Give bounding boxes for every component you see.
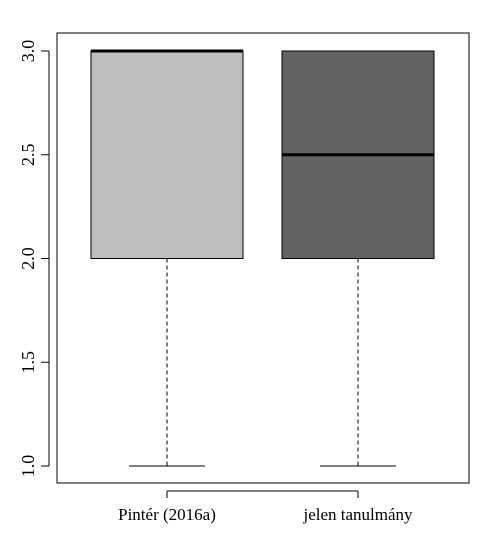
- y-tick-label: 1.5: [18, 351, 38, 374]
- plot-frame: [56, 32, 470, 484]
- boxes-group: [90, 49, 435, 467]
- y-tick-label: 3.0: [18, 40, 38, 63]
- y-tick-label: 2.0: [18, 247, 38, 270]
- y-tick-label: 1.0: [18, 455, 38, 478]
- y-tick-label: 2.5: [18, 144, 38, 167]
- x-axis: Pintér (2016a) jelen tanulmány: [118, 490, 413, 524]
- box: [90, 50, 244, 259]
- x-tick-label: Pintér (2016a): [118, 505, 216, 524]
- y-axis: 1.0 1.5 2.0 2.5 3.0: [18, 40, 50, 478]
- x-tick-label: jelen tanulmány: [302, 505, 413, 524]
